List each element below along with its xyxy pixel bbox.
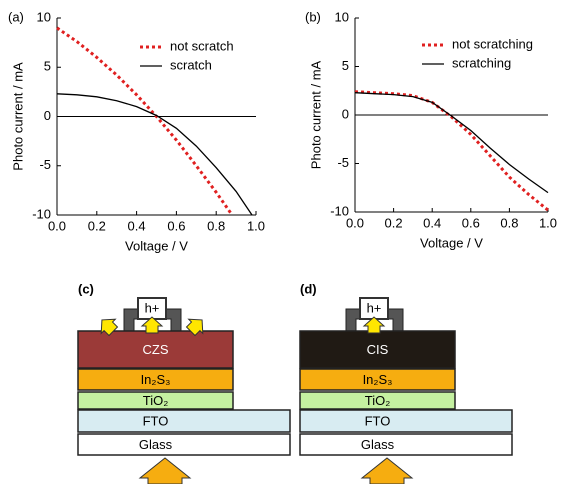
x-tick-label: 0.4 (128, 218, 146, 233)
layer (78, 410, 290, 432)
layer-label: In₂S₃ (363, 372, 393, 387)
y-axis-label: Photo current / mA (10, 62, 25, 171)
diagram-label: (c) (78, 281, 94, 296)
layer-label: FTO (365, 413, 391, 428)
x-tick-label: 0.8 (500, 215, 518, 230)
series-line (57, 94, 252, 215)
x-tick-label: 1.0 (539, 215, 557, 230)
hole-label: h+ (367, 300, 382, 315)
figure: (a)-10-505100.00.20.40.60.81.0Voltage / … (0, 0, 561, 484)
y-tick-label: 5 (44, 59, 51, 74)
layer (78, 434, 290, 455)
legend-label: scratching (452, 55, 511, 70)
x-tick-label: 0.6 (167, 218, 185, 233)
y-tick-label: 10 (335, 9, 349, 24)
x-tick-label: 0.2 (88, 218, 106, 233)
layer (300, 434, 512, 455)
layer-label: TiO₂ (365, 393, 391, 408)
layer-label: CZS (143, 342, 169, 357)
layer-label: In₂S₃ (141, 372, 171, 387)
legend-label: not scratch (170, 38, 234, 53)
light-arrow (362, 458, 412, 484)
series-line (355, 93, 548, 193)
layer-label: Glass (139, 437, 173, 452)
x-axis-label: Voltage / V (125, 238, 188, 253)
y-tick-label: -5 (337, 155, 349, 170)
layer-label: CIS (367, 342, 389, 357)
hole-label: h+ (145, 300, 160, 315)
y-tick-label: 5 (342, 58, 349, 73)
y-tick-label: 10 (37, 9, 51, 24)
x-tick-label: 0.8 (207, 218, 225, 233)
legend-label: not scratching (452, 36, 533, 51)
layer-label: FTO (143, 413, 169, 428)
series-line (355, 92, 548, 210)
x-tick-label: 0.6 (462, 215, 480, 230)
x-tick-label: 1.0 (247, 218, 265, 233)
x-tick-label: 0.0 (48, 218, 66, 233)
y-tick-label: 0 (342, 106, 349, 121)
diagram-label: (d) (300, 281, 317, 296)
x-tick-label: 0.0 (346, 215, 364, 230)
series-line (57, 28, 232, 215)
layer-label: TiO₂ (143, 393, 169, 408)
layer (300, 410, 512, 432)
layer-label: Glass (361, 437, 395, 452)
panel-label: (a) (8, 9, 24, 24)
y-tick-label: -5 (39, 157, 51, 172)
legend-label: scratch (170, 57, 212, 72)
x-tick-label: 0.2 (385, 215, 403, 230)
x-tick-label: 0.4 (423, 215, 441, 230)
y-axis-label: Photo current / mA (308, 60, 323, 169)
light-arrow (140, 458, 190, 484)
x-axis-label: Voltage / V (420, 235, 483, 250)
y-tick-label: 0 (44, 108, 51, 123)
panel-label: (b) (305, 9, 321, 24)
